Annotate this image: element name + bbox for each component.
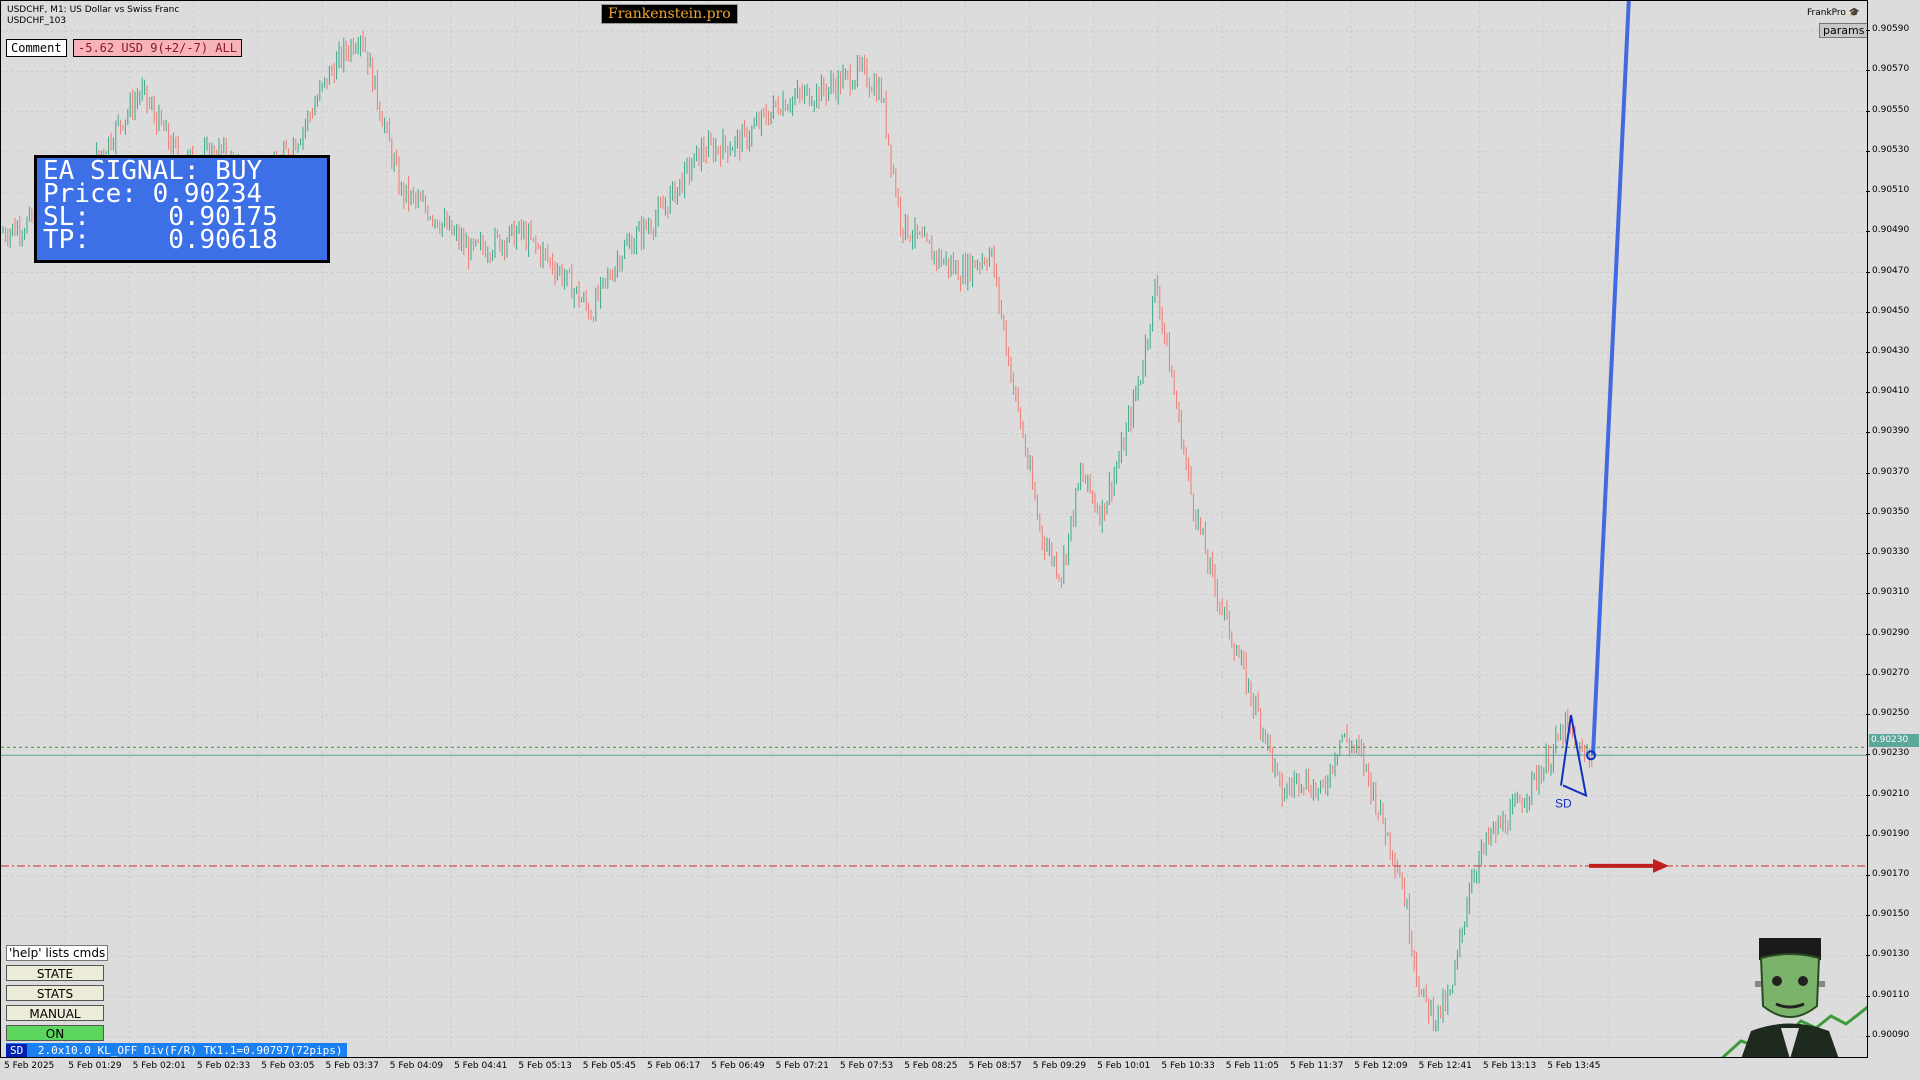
time-tick-label: 5 Feb 03:05 [261,1061,315,1071]
time-tick-label: 5 Feb 10:33 [1161,1061,1215,1071]
time-tick-label: 5 Feb 07:21 [775,1061,829,1071]
price-tick-label: 0.90590 [1865,24,1910,35]
time-tick-label: 5 Feb 11:05 [1225,1061,1280,1071]
sl-arrow-head [1653,858,1669,873]
price-tick-label: 0.90190 [1865,828,1910,839]
time-tick-label: 5 Feb 03:37 [325,1061,379,1071]
time-tick-label: 5 Feb 01:29 [68,1061,122,1071]
symbol-title: USDCHF, M1: US Dollar vs Swiss Franc [7,5,180,15]
time-tick-label: 5 Feb 04:09 [389,1061,444,1071]
price-tick-label: 0.90550 [1865,104,1910,115]
price-tick-label: 0.90490 [1865,225,1910,236]
price-tick-label: 0.90290 [1865,627,1910,638]
time-tick-label: 5 Feb 05:13 [518,1061,572,1071]
ea-signal-panel: EA SIGNAL: BUY Price: 0.90234 SL: 0.9017… [34,155,330,263]
time-tick-label: 5 Feb 04:41 [454,1061,508,1071]
time-tick-label: 5 Feb 12:09 [1354,1061,1408,1071]
on-button[interactable]: ON [6,1025,104,1041]
frankpro-text: FrankPro [1807,8,1846,18]
brand-label[interactable]: Frankenstein.pro [601,4,738,24]
time-tick-label: 5 Feb 05:45 [582,1061,637,1071]
help-label: 'help' lists cmds [6,945,109,961]
time-tick-label: 5 Feb 06:49 [711,1061,765,1071]
time-tick-label: 5 Feb 08:57 [968,1061,1022,1071]
frankenstein-mascot-image [1721,936,1867,1057]
price-tick-label: 0.90370 [1865,466,1910,477]
signal-sl: SL: 0.90175 [43,202,278,232]
price-tick-label: 0.90510 [1865,185,1910,196]
time-tick-label: 5 Feb 10:01 [1097,1061,1151,1071]
price-tick-label: 0.90330 [1865,547,1910,558]
time-tick-label: 5 Feb 07:53 [839,1061,894,1071]
price-tick-label: 0.90130 [1865,949,1910,960]
price-tick-label: 0.90250 [1865,708,1910,719]
price-tick-label: 0.90090 [1865,1029,1910,1040]
state-button[interactable]: STATE [6,965,104,981]
price-tick-label: 0.90170 [1865,868,1910,879]
time-tick-label: 5 Feb 06:17 [647,1061,701,1071]
signal-line: EA SIGNAL: BUY [43,156,263,186]
price-tick-label: 0.90270 [1865,667,1910,678]
price-tick-label: 0.90230 [1865,748,1910,759]
sd-status-text: 2.0x10.0 KL_OFF Div(F/R) TK1.1=0.90797(7… [37,1044,343,1057]
time-tick-label: 5 Feb 13:45 [1547,1061,1601,1071]
entry-marker [1586,750,1596,761]
price-tick-label: 0.90470 [1865,265,1910,276]
time-tick-label: 5 Feb 02:33 [196,1061,251,1071]
sd-status-bar: SD 2.0x10.0 KL_OFF Div(F/R) TK1.1=0.9079… [6,1043,347,1057]
price-chart[interactable]: SD [1,1,1867,1057]
chart-area[interactable]: SD USDCHF, M1: US Dollar vs Swiss Franc … [0,0,1868,1058]
frankpro-label: FrankPro 🎓 [1807,8,1860,18]
price-tick-label: 0.90410 [1865,386,1910,397]
time-tick-label: 5 Feb 13:13 [1482,1061,1537,1071]
stats-button[interactable]: STATS [6,985,104,1001]
time-axis[interactable]: 5 Feb 2025 5 Feb 01:29 5 Feb 02:01 5 Feb 02… [0,1058,1868,1080]
price-tick-label: 0.90210 [1865,788,1910,799]
sd-marker-label: SD [1555,797,1572,811]
time-tick-label: 5 Feb 09:29 [1032,1061,1087,1071]
time-tick-label: 5 Feb 2025 [4,1061,55,1071]
time-tick-label: 5 Feb 02:01 [132,1061,186,1071]
symbol-subtitle: USDCHF_103 [7,16,67,26]
signal-tp: TP: 0.90618 [43,225,278,255]
graduation-cap-icon: 🎓 [1848,8,1861,18]
time-tick-label: 5 Feb 08:25 [904,1061,958,1071]
comment-label: Comment [6,39,67,57]
sd-pattern [1560,714,1588,798]
price-tick-label: 0.90530 [1865,144,1910,155]
price-tick-label: 0.90570 [1865,64,1910,75]
params-button[interactable]: params [1819,23,1867,38]
price-tick-label: 0.90310 [1865,587,1910,598]
price-tick-label: 0.90350 [1865,506,1910,517]
price-axis[interactable]: 0.90590 0.90570 0.90550 0.90530 0.90510 0.904… [1865,0,1920,1058]
time-tick-label: 5 Feb 11:37 [1290,1061,1344,1071]
price-tick-label: 0.90450 [1865,305,1910,316]
price-tick-label: 0.90150 [1865,909,1910,920]
price-tick-label: 0.90110 [1865,989,1910,1000]
signal-price: Price: 0.90234 [43,179,263,209]
price-tick-label: 0.90430 [1865,346,1910,356]
price-tick-label: 0.90390 [1865,426,1910,437]
manual-button[interactable]: MANUAL [6,1005,104,1021]
tp-projection-line [1591,1,1631,756]
current-price-label: 0.90230 [1869,734,1919,747]
sd-tag: SD [6,1044,28,1057]
pnl-label: -5.62 USD 9(+2/-7) ALL [73,39,242,57]
time-tick-label: 5 Feb 12:41 [1418,1061,1472,1071]
